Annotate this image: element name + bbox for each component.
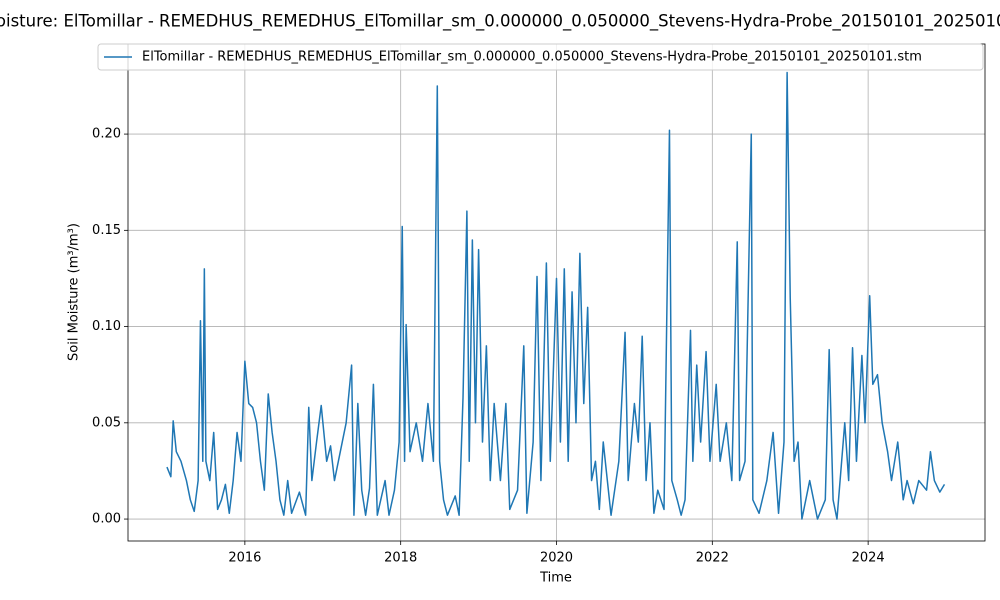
x-tick-label: 2018 xyxy=(384,551,417,566)
legend-label: ElTomillar - REMEDHUS_REMEDHUS_ElTomilla… xyxy=(142,50,922,65)
y-tick-label: 0.20 xyxy=(92,127,121,142)
chart-title: Soil Moisture: ElTomillar - REMEDHUS_REM… xyxy=(0,12,1000,32)
x-tick-label: 2024 xyxy=(852,551,885,566)
y-axis-label: Soil Moisture (m³/m³) xyxy=(67,223,82,361)
x-axis-label: Time xyxy=(539,571,572,586)
y-tick-label: 0.00 xyxy=(92,512,121,527)
x-tick-label: 2016 xyxy=(228,551,261,566)
x-tick-label: 2020 xyxy=(540,551,573,566)
legend-box xyxy=(97,43,984,71)
y-tick-label: 0.05 xyxy=(92,415,121,430)
x-tick-label: 2022 xyxy=(696,551,729,566)
y-tick-label: 0.10 xyxy=(92,319,121,334)
y-tick-label: 0.15 xyxy=(92,223,121,238)
data-line xyxy=(166,71,946,520)
